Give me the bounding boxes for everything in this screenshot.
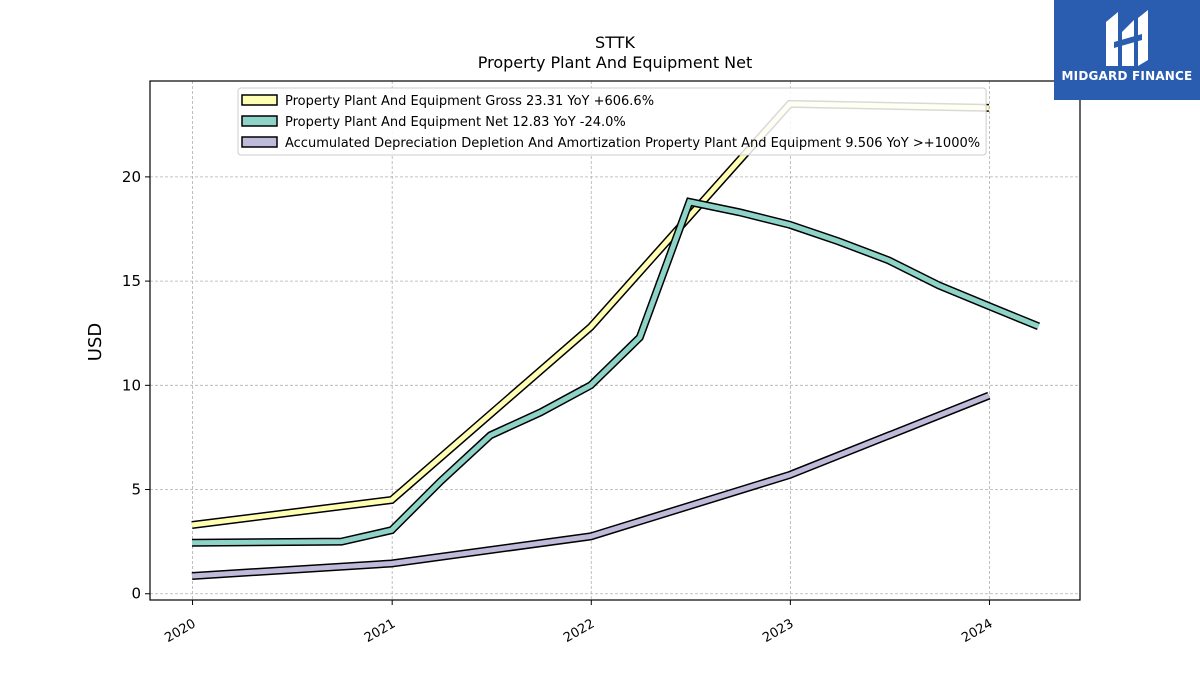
brand-logo: MIDGARD FINANCE [1054, 0, 1200, 100]
legend-label-2: Property Plant And Equipment Net 12.83 Y… [285, 115, 626, 130]
series-2-outline [191, 197, 1041, 547]
x-tick-label: 2020 [162, 616, 198, 646]
logo-text: MIDGARD FINANCE [1061, 69, 1193, 83]
chart-subtitle: Property Plant And Equipment Net [478, 53, 753, 72]
y-axis-ticks: 0 5 10 15 20 [122, 168, 150, 603]
series-2-line [191, 199, 1040, 546]
plot-series [191, 99, 1041, 580]
legend-swatch-1 [241, 94, 278, 106]
legend-label-1: Property Plant And Equipment Gross 23.31… [285, 94, 654, 109]
series-3-line [191, 393, 990, 579]
legend-swatch-3 [241, 136, 278, 148]
legend: Property Plant And Equipment Gross 23.31… [237, 87, 987, 156]
grid-lines [150, 81, 1080, 600]
y-tick-label: 10 [122, 376, 141, 394]
x-tick-label: 2021 [362, 616, 398, 646]
chart-title: STTK [595, 33, 635, 52]
logo-mark-icon [1106, 10, 1148, 66]
x-tick-label: 2023 [760, 616, 796, 646]
y-tick-label: 0 [131, 585, 141, 603]
plot-frame [149, 80, 1081, 601]
x-tick-label: 2024 [959, 616, 995, 646]
x-tick-label: 2022 [561, 616, 597, 646]
series-1-outline [191, 99, 989, 529]
series-3-outline [191, 391, 991, 580]
legend-frame [237, 87, 987, 156]
y-tick-label: 5 [131, 481, 141, 499]
legend-swatch-2 [241, 115, 278, 127]
series-1-line [191, 101, 989, 528]
y-axis-label: USD [85, 323, 106, 361]
y-tick-label: 20 [122, 168, 141, 186]
legend-label-3: Accumulated Depreciation Depletion And A… [285, 136, 980, 151]
x-axis-ticks: 2020 2021 2022 2023 2024 [162, 600, 995, 646]
y-tick-label: 15 [122, 272, 141, 290]
